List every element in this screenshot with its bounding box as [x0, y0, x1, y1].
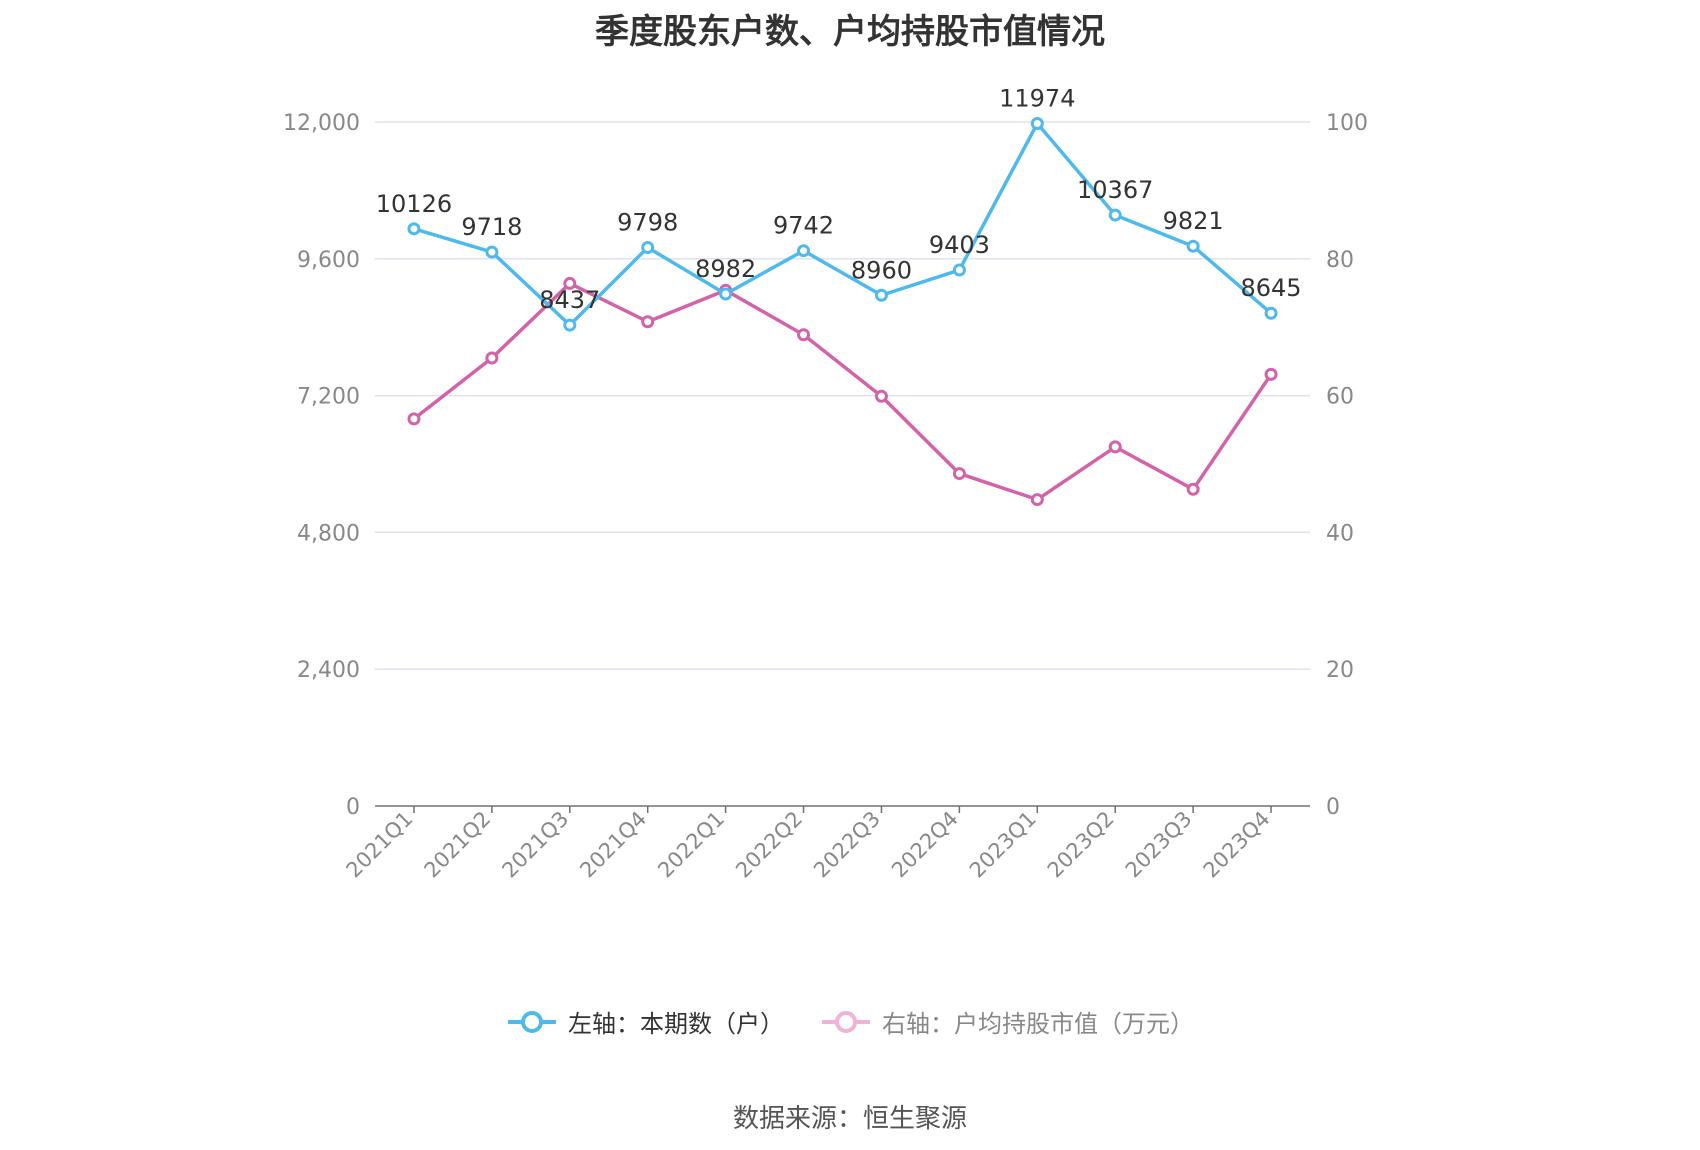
data-point: [1264, 306, 1278, 320]
data-label: 8645: [1241, 274, 1302, 302]
data-point: [485, 245, 499, 259]
data-label: 10126: [376, 190, 452, 218]
data-point: [952, 263, 966, 277]
legend-item-avg-value[interactable]: 右轴：户均持股市值（万元）: [820, 1004, 1194, 1039]
data-label: 9742: [773, 212, 834, 240]
y-right-tick-label: 40: [1326, 521, 1354, 546]
chart-title: 季度股东户数、户均持股市值情况: [595, 12, 1105, 52]
data-point: [563, 318, 577, 332]
y-right-tick-label: 80: [1326, 248, 1354, 273]
y-right-tick-label: 20: [1326, 658, 1354, 683]
data-point: [874, 389, 888, 403]
series-line: [412, 281, 1273, 502]
x-tick-label: 2021Q3: [497, 807, 573, 883]
x-tick-label: 2022Q1: [653, 807, 729, 883]
x-tick-label: 2023Q3: [1121, 807, 1197, 883]
data-label: 9718: [461, 213, 522, 241]
grid-lines: [375, 121, 1310, 670]
data-point: [407, 412, 421, 426]
data-point: [874, 288, 888, 302]
data-label: 8982: [695, 255, 756, 283]
data-label: 11974: [999, 84, 1075, 112]
data-labels: 10126 9718 8437 9798 8982 9742 8960 9403 11974 10…: [376, 84, 1302, 314]
y-right-tick-label: 100: [1326, 111, 1368, 136]
data-point: [1108, 208, 1122, 222]
data-point: [407, 222, 421, 236]
x-tick-label: 2022Q4: [887, 807, 963, 883]
data-point: [1186, 239, 1200, 253]
legend-label-households: 左轴：本期数（户）: [568, 1010, 784, 1038]
data-label: 9403: [929, 231, 990, 259]
data-point: [1030, 116, 1044, 130]
legend-item-households[interactable]: 左轴：本期数（户）: [506, 1004, 784, 1039]
y-right-tick-label: 0: [1326, 795, 1340, 820]
data-point: [641, 241, 655, 255]
data-label: 9798: [617, 209, 678, 237]
data-point: [797, 328, 811, 342]
data-label: 10367: [1077, 176, 1153, 204]
y-left-tick-label: 12,000: [283, 111, 360, 136]
data-label: 9821: [1163, 207, 1224, 235]
data-point: [1108, 440, 1122, 454]
series-line: [413, 121, 1273, 327]
data-point: [1264, 367, 1278, 381]
data-point: [1186, 482, 1200, 496]
data-point: [719, 287, 733, 301]
x-tick-label: 2023Q1: [965, 807, 1041, 883]
y-left-tick-label: 7,200: [297, 385, 360, 410]
x-tick-label: 2023Q2: [1043, 807, 1119, 883]
legend-line-marker-icon: [508, 1010, 556, 1033]
x-tick-label: 2022Q2: [731, 807, 807, 883]
legend-label-avg-value: 右轴：户均持股市值（万元）: [882, 1010, 1194, 1038]
x-tick-label: 2021Q2: [420, 807, 496, 883]
data-point: [952, 467, 966, 481]
data-label: 8960: [851, 256, 912, 284]
series-layer: [407, 116, 1278, 507]
y-left-tick-label: 2,400: [297, 658, 360, 683]
data-point: [797, 244, 811, 258]
y-left-tick-label: 9,600: [297, 248, 360, 273]
data-label: 8437: [539, 286, 600, 314]
x-tick-label: 2021Q4: [575, 807, 651, 883]
data-point: [1030, 493, 1044, 507]
legend-line-marker-icon: [822, 1010, 870, 1033]
y-left-tick-label: 4,800: [297, 521, 360, 546]
data-point: [563, 276, 577, 290]
y-left-tick-label: 0: [346, 795, 360, 820]
x-tick-label: 2023Q4: [1199, 807, 1275, 883]
data-point: [641, 315, 655, 329]
data-point: [485, 351, 499, 365]
data-source: 数据来源：恒生聚源: [732, 1104, 967, 1134]
legend: 左轴：本期数（户） 右轴：户均持股市值（万元）: [0, 1004, 1700, 1039]
x-tick-label: 2022Q3: [809, 807, 885, 883]
y-right-tick-label: 60: [1326, 385, 1354, 410]
